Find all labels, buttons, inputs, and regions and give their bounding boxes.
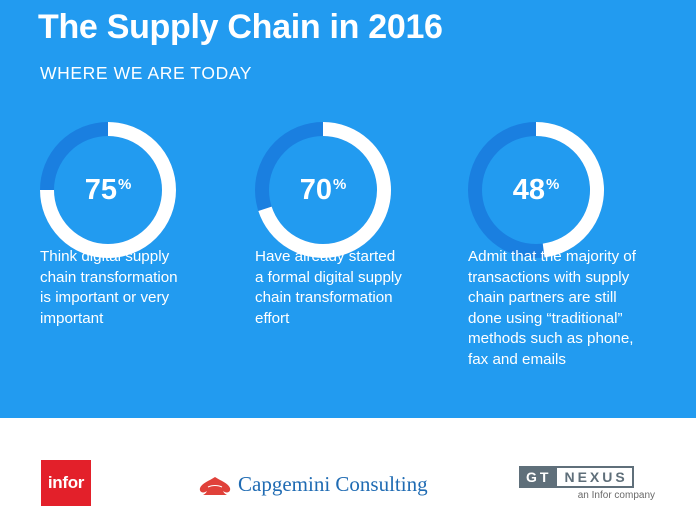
stat-number: 70: [299, 173, 332, 206]
donut-chart: 48%: [466, 120, 606, 260]
donut-svg: [40, 122, 176, 258]
stat-number: 75: [84, 173, 117, 206]
donut-chart: 75%: [38, 120, 178, 260]
donut-svg: [255, 122, 391, 258]
gtnexus-wordmark: GT NEXUS: [519, 466, 634, 488]
partner-logos: infor Capgemini Consulting GT NEXUS an I…: [0, 418, 696, 522]
description-line: important: [40, 309, 104, 327]
donut-arc: [40, 122, 176, 258]
description-line: transactions with supply: [468, 268, 630, 286]
description-line: chain partners are still: [468, 289, 617, 306]
donut-arc: [258, 122, 391, 258]
donut-chart: 70%: [253, 120, 393, 260]
stat-percentage: 75%: [38, 120, 178, 260]
stat-number: 48: [512, 173, 545, 206]
description-line: chain transformation: [40, 268, 178, 286]
description-line: methods such as phone,: [468, 330, 634, 347]
percent-sign: %: [545, 176, 560, 193]
percent-sign: %: [332, 176, 347, 193]
description-line: Admit that the majority of: [468, 248, 636, 265]
gtnexus-nexus: NEXUS: [555, 466, 634, 488]
stat-description: Admit that the majority of transactions …: [468, 247, 668, 370]
percent-sign: %: [117, 176, 132, 193]
page-subtitle: WHERE WE ARE TODAY: [40, 63, 253, 83]
hero-panel: The Supply Chain in 2016 WHERE WE ARE TO…: [0, 0, 696, 418]
capgemini-logo: Capgemini Consulting: [198, 472, 428, 497]
donut-svg: [468, 122, 605, 258]
capgemini-wordmark: Capgemini Consulting: [238, 472, 428, 496]
stat-percentage: 70%: [253, 120, 393, 260]
page-title: The Supply Chain in 2016: [38, 8, 443, 46]
description-line: fax and emails: [468, 350, 566, 368]
donut-arc: [535, 122, 605, 258]
description-line: Think digital supply: [40, 248, 170, 265]
gtnexus-gt: GT: [519, 466, 556, 488]
gtnexus-tagline: an Infor company: [577, 490, 655, 501]
gtnexus-logo: GT NEXUS an Infor company: [519, 466, 659, 506]
description-line: chain transformation: [255, 289, 393, 306]
stat-description: Think digital supply chain transformatio…: [40, 247, 240, 329]
capgemini-spade-icon: [199, 476, 231, 495]
description-line: a formal digital supply: [255, 268, 402, 286]
description-line: is important or very: [40, 289, 170, 306]
description-line: effort: [255, 309, 290, 327]
infor-logo: infor: [41, 460, 91, 506]
description-line: Have already started: [255, 248, 396, 265]
stat-description: Have already started a formal digital su…: [255, 247, 455, 329]
stat-percentage: 48%: [466, 120, 606, 260]
description-line: done using “traditional”: [468, 309, 623, 327]
